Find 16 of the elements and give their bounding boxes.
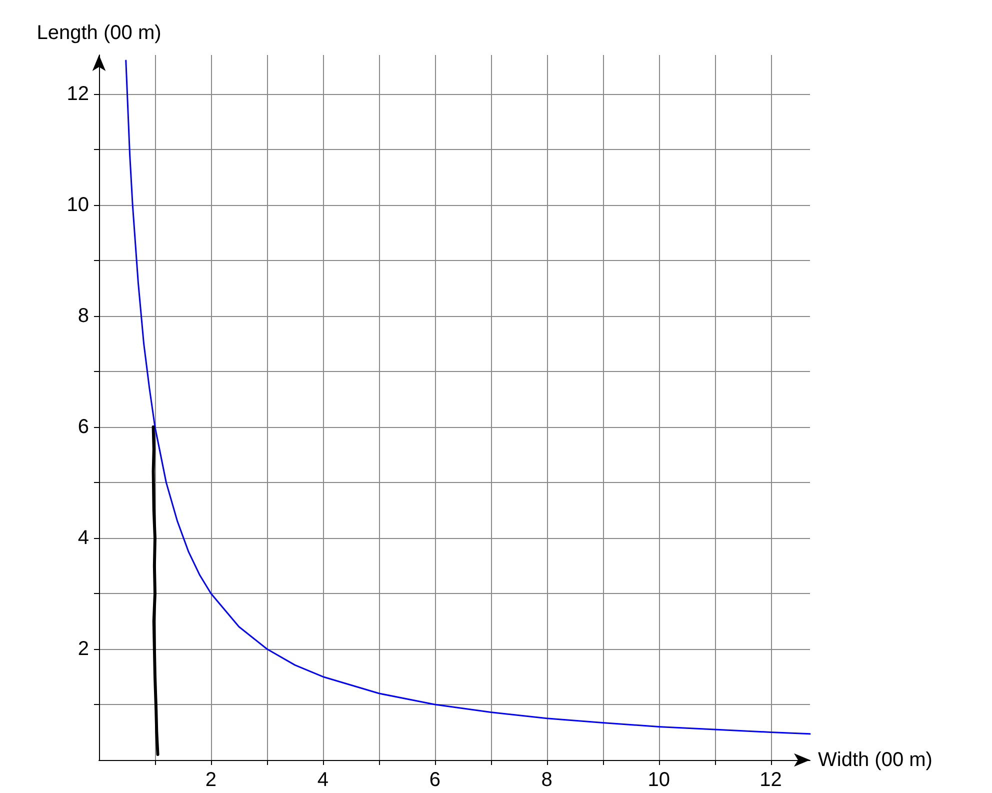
y-tick-label: 12 <box>66 82 89 105</box>
line-series <box>152 425 160 756</box>
x-tick-label: 6 <box>429 769 440 791</box>
x-axis-title: Width (00 m) <box>818 749 932 771</box>
x-tick-label: 10 <box>648 769 670 791</box>
y-tick-label: 2 <box>78 638 89 660</box>
x-tick-label: 4 <box>317 769 328 791</box>
y-tick-label: 4 <box>78 526 89 549</box>
x-tick-label: 12 <box>760 769 782 791</box>
y-axis-title: Length (00 m) <box>36 22 162 44</box>
y-tick-label: 8 <box>78 304 89 327</box>
y-tick-label: 6 <box>78 416 89 438</box>
line-series <box>125 60 811 735</box>
x-tick-label: 8 <box>541 769 552 791</box>
x-tick-label: 2 <box>205 769 217 791</box>
y-tick-label: 10 <box>66 194 89 216</box>
